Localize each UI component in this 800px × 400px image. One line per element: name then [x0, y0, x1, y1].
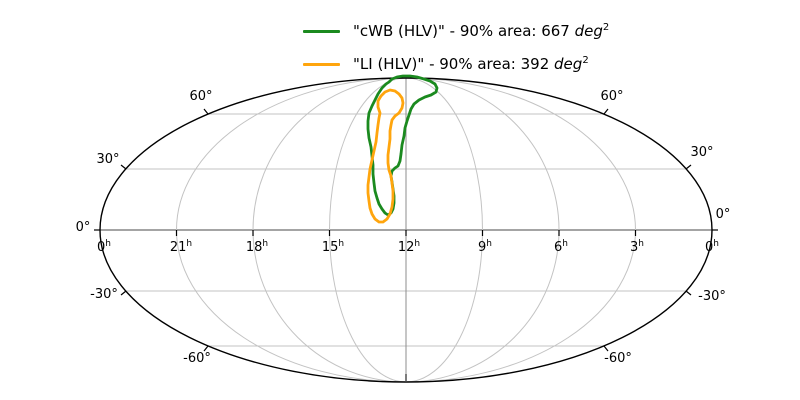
cwb-line-swatch: [303, 29, 340, 33]
hour-label: 9h: [478, 239, 492, 255]
li-line-swatch: [303, 62, 340, 66]
hour-label: 6h: [554, 239, 568, 255]
legend-entry-cwb: "cWB (HLV)" - 90% area: 667 deg2: [303, 20, 609, 42]
hour-label: 12h: [398, 239, 420, 255]
boundary-tick: [603, 345, 609, 352]
hour-label: 0h: [97, 239, 111, 255]
latitude-label: 0°: [716, 207, 731, 222]
hour-labels: 0h 21h 18h 15h 12h 9h 6h 3h 0h: [97, 239, 719, 255]
latitude-label: 30°: [690, 145, 713, 160]
legend: "cWB (HLV)" - 90% area: 667 deg2 "LI (HL…: [303, 20, 609, 86]
latitude-label: -30°: [698, 289, 726, 304]
latitude-label: -30°: [90, 287, 118, 302]
hour-label: 3h: [630, 239, 644, 255]
contour-li: [366, 88, 405, 224]
boundary-tick: [203, 345, 209, 352]
li-legend-label: "LI (HLV)" - 90% area: 392 deg2: [353, 55, 589, 73]
latitude-label: 30°: [96, 152, 119, 167]
hour-label: 0h: [705, 239, 719, 255]
latitude-label: 60°: [189, 89, 212, 104]
boundary-tick: [203, 108, 209, 115]
latitude-label: -60°: [183, 351, 211, 366]
legend-entry-li: "LI (HLV)" - 90% area: 392 deg2: [303, 53, 609, 75]
latitude-label: 0°: [76, 220, 91, 235]
tick-marks: [94, 108, 718, 383]
boundary-tick: [120, 290, 127, 296]
boundary-tick: [120, 164, 127, 170]
hour-label: 21h: [170, 239, 192, 255]
cwb-legend-label: "cWB (HLV)" - 90% area: 667 deg2: [353, 22, 610, 40]
hour-label: 18h: [246, 239, 268, 255]
boundary-tick: [685, 290, 692, 296]
latitude-label: -60°: [604, 351, 632, 366]
boundary-tick: [603, 108, 609, 115]
latitude-labels: 60° 30° 0° -30° -60° 60° 30° 0° -30° -60°: [76, 89, 731, 366]
contour-path: [366, 88, 405, 224]
latitude-label: 60°: [600, 89, 623, 104]
boundary-tick: [685, 164, 692, 170]
hour-label: 15h: [322, 239, 344, 255]
